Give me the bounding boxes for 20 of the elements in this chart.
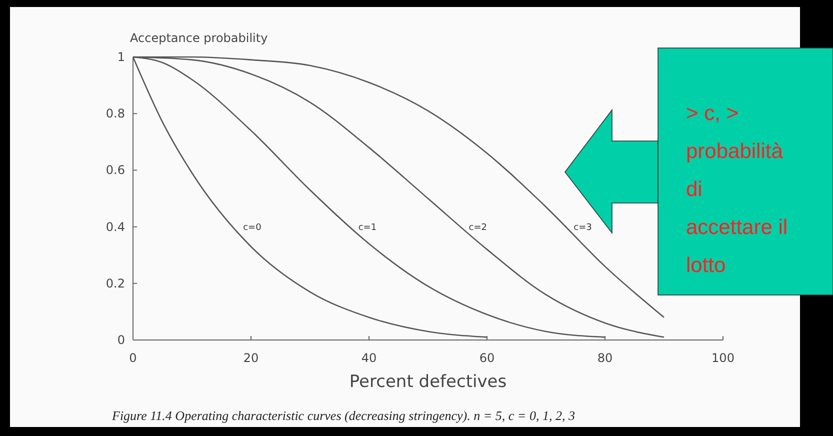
series-label: c=3 (574, 222, 592, 233)
series-label: c=0 (243, 222, 262, 233)
x-axis-title: Percent defectives (349, 372, 507, 392)
y-tick-label: 0.2 (106, 276, 125, 290)
y-tick-label: 0 (117, 333, 125, 347)
x-tick-label: 20 (243, 351, 259, 365)
x-tick-label: 80 (597, 351, 613, 365)
x-tick-label: 60 (479, 351, 495, 365)
y-tick-label: 0.4 (106, 220, 125, 234)
y-axis-title: Acceptance probability (130, 31, 268, 45)
x-tick-label: 40 (361, 351, 377, 365)
caption: Figure 11.4 Operating characteristic curves (decreasing stringency). n = 5, c = 0, 1, 2, 3 (111, 408, 576, 423)
series-label: c=1 (358, 222, 377, 233)
x-tick-label: 0 (129, 351, 137, 365)
y-tick-label: 1 (117, 50, 125, 64)
x-tick-label: 100 (712, 351, 734, 365)
y-tick-label: 0.6 (106, 163, 125, 178)
series-label: c=2 (468, 222, 487, 233)
y-tick-label: 0.8 (106, 106, 125, 121)
annotation: > c, > probabilità di accettare il lotto (686, 102, 788, 277)
